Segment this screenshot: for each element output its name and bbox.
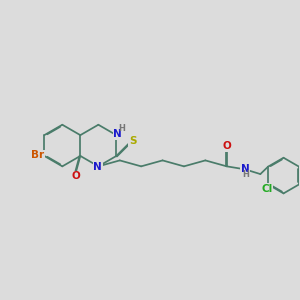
Text: O: O (71, 171, 80, 181)
Text: N: N (241, 164, 249, 174)
Text: N: N (93, 162, 102, 172)
Text: H: H (118, 124, 125, 133)
Text: N: N (113, 129, 122, 139)
Text: Br: Br (31, 150, 44, 160)
Text: Cl: Cl (262, 184, 273, 194)
Text: H: H (242, 170, 249, 179)
Text: S: S (129, 136, 136, 146)
Text: O: O (222, 141, 231, 151)
